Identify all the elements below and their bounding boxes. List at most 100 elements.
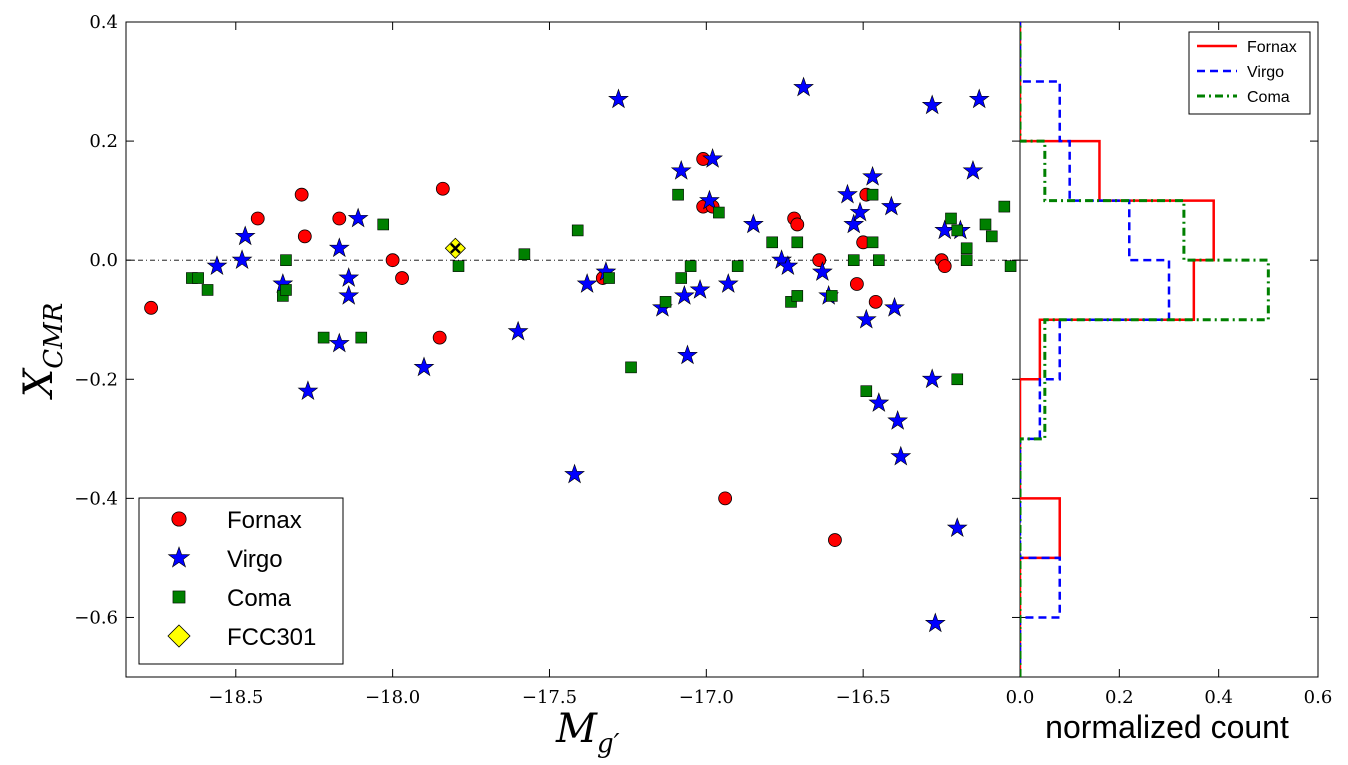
- histogram-plot-frame: [1019, 21, 1319, 678]
- hist-x-tick-label: 0.0: [1006, 687, 1035, 708]
- virgo-point: [837, 183, 858, 204]
- coma-point: [675, 272, 688, 284]
- virgo-point: [328, 332, 350, 353]
- fornax-point: [868, 294, 883, 309]
- coma-point: [866, 188, 879, 201]
- hist-x-tick-label: 0.4: [1204, 687, 1233, 708]
- fornax-point: [297, 229, 312, 244]
- coma-point: [791, 236, 804, 249]
- virgo-point: [862, 165, 883, 186]
- fornax-point: [790, 217, 805, 232]
- virgo-point: [234, 225, 256, 246]
- hist-x-tick-label: 0.2: [1105, 687, 1134, 708]
- coma-point: [713, 206, 725, 219]
- histogram-panel: 0.0 0.2 0.4 0.6 normalized count Fornax Vir…: [1006, 21, 1332, 745]
- legend-marker-fornax: [171, 511, 187, 527]
- y-tick-label: −0.6: [74, 607, 118, 628]
- hist-legend-label-virgo: Virgo: [1247, 64, 1284, 81]
- fornax-point: [332, 211, 347, 226]
- x-axis-label: Mg′: [555, 706, 620, 759]
- scatter-legend: Fornax Virgo Coma FCC301: [138, 497, 344, 665]
- virgo-point: [231, 249, 253, 270]
- virgo-point: [507, 320, 529, 341]
- coma-point: [201, 284, 214, 296]
- virgo-point: [921, 94, 943, 115]
- coma-point: [355, 331, 368, 344]
- virgo-point: [328, 237, 350, 258]
- virgo-point: [843, 213, 865, 234]
- virgo-point: [608, 88, 629, 109]
- y-tick-label: −0.4: [74, 488, 118, 509]
- fornax-point: [294, 187, 309, 202]
- legend-label-coma: Coma: [227, 585, 292, 612]
- coma-point: [571, 224, 584, 237]
- virgo-point: [868, 392, 890, 412]
- coma-point: [979, 218, 992, 231]
- coma-point: [945, 212, 957, 225]
- coma-point: [603, 272, 615, 284]
- virgo-point: [338, 267, 360, 287]
- coma-point: [825, 290, 838, 302]
- histogram-legend: Fornax Virgo Coma: [1188, 31, 1311, 115]
- virgo-point: [793, 76, 814, 97]
- coma-point: [998, 200, 1011, 213]
- coma-point: [518, 248, 531, 261]
- histogram-step-virgo: [1020, 22, 1171, 677]
- y-tick-label: 0.2: [89, 131, 118, 152]
- virgo-point: [576, 273, 598, 293]
- x-tick-label: −17.0: [679, 687, 734, 708]
- hist-legend-label-fornax: Fornax: [1247, 39, 1297, 56]
- virgo-point: [884, 296, 905, 317]
- coma-point: [684, 260, 697, 272]
- virgo-point: [717, 273, 739, 293]
- virgo-point: [849, 201, 871, 222]
- fornax-point: [395, 271, 409, 285]
- coma-point: [317, 331, 330, 344]
- legend-label-fcc301: FCC301: [227, 624, 316, 651]
- virgo-point: [962, 159, 984, 180]
- fornax-point: [385, 253, 400, 268]
- coma-point: [1004, 260, 1017, 272]
- virgo-point: [921, 368, 943, 389]
- legend-marker-fcc301: [167, 624, 191, 648]
- coma-point: [951, 373, 964, 386]
- legend-marker-virgo: [167, 546, 191, 568]
- legend-label-virgo: Virgo: [227, 546, 283, 573]
- legend-marker-coma: [172, 590, 186, 604]
- coma-point: [873, 254, 885, 266]
- virgo-point: [946, 517, 968, 537]
- virgo-point: [777, 255, 799, 275]
- virgo-point: [855, 308, 877, 329]
- fornax-point: [432, 330, 447, 345]
- coma-point: [280, 254, 292, 266]
- coma-point: [672, 188, 684, 201]
- virgo-point: [677, 344, 698, 365]
- virgo-point: [699, 189, 720, 210]
- coma-point: [192, 272, 204, 284]
- virgo-point: [742, 213, 764, 234]
- coma-point: [960, 254, 973, 266]
- virgo-point: [564, 463, 585, 484]
- scatter-marks: [144, 76, 1017, 633]
- series-fcc301: [444, 237, 466, 259]
- coma-point: [280, 284, 292, 296]
- coma-point: [951, 224, 964, 237]
- x-tick-label: −18.5: [208, 687, 263, 708]
- coma-point: [860, 385, 873, 397]
- virgo-point: [673, 284, 695, 305]
- coma-point: [960, 242, 973, 255]
- virgo-point: [968, 88, 990, 109]
- fornax-point: [718, 491, 733, 506]
- fornax-point: [435, 181, 450, 196]
- virgo-point: [413, 356, 435, 377]
- y-tick-label: 0.0: [89, 250, 118, 271]
- virgo-point: [206, 255, 228, 275]
- virgo-point: [887, 410, 909, 430]
- virgo-point: [881, 195, 902, 216]
- fcc301-cross-mark: [450, 242, 461, 254]
- x-axis-ticks: −18.5 −18.0 −17.5 −17.0 −16.5: [208, 22, 891, 708]
- fornax-point: [828, 533, 842, 547]
- x-tick-label: −18.0: [365, 687, 420, 708]
- y-tick-label: 0.4: [89, 12, 118, 33]
